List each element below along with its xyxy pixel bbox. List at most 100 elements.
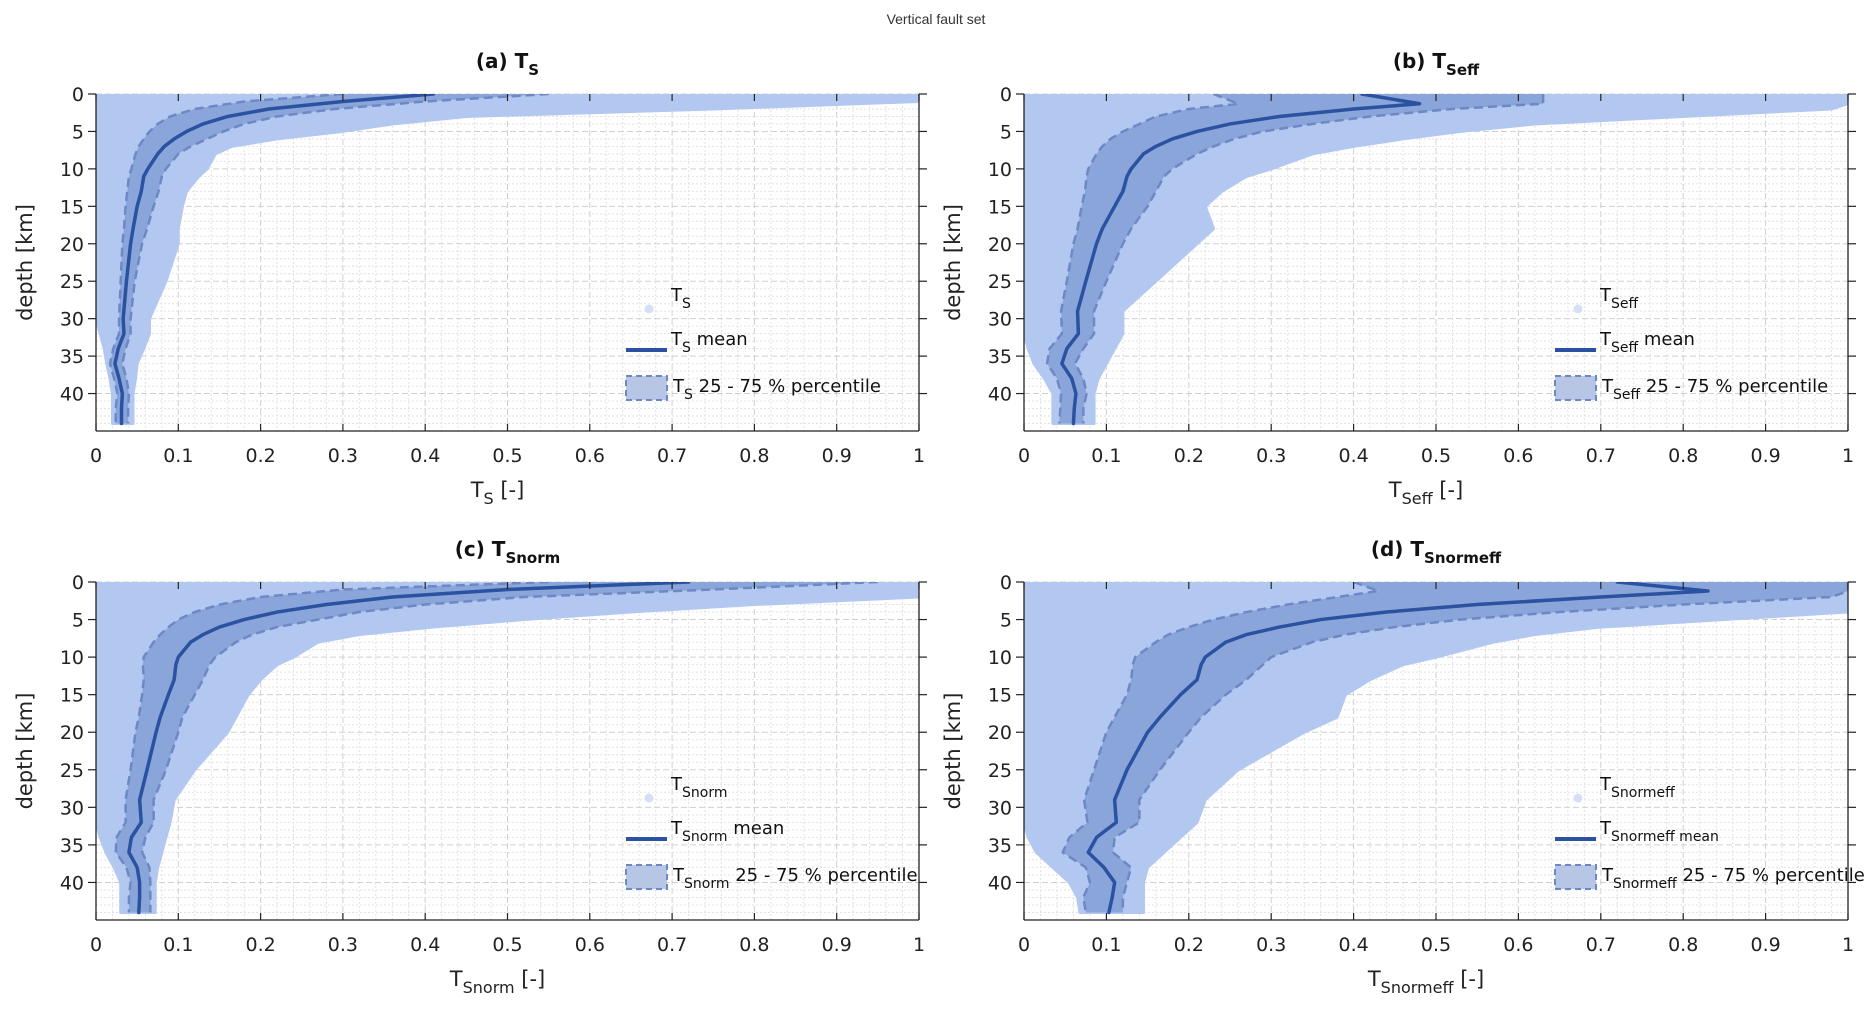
legend-entry-scatter: TSnorm [670, 774, 727, 801]
y-tick-label: 5 [72, 121, 84, 143]
legend-entry-percentile-suffix: 25 - 75 % percentile [729, 865, 917, 886]
x-tick-label: 0.7 [657, 445, 687, 467]
legend-marker-dot [644, 304, 654, 314]
legend-entry-scatter-main: T [670, 285, 683, 306]
legend-entry-mean-main: T [670, 329, 683, 350]
y-tick-label: 20 [988, 234, 1012, 256]
legend-entry-percentile-main: T [1601, 376, 1614, 397]
x-tick-label: 0.4 [410, 934, 440, 956]
y-tick-label: 25 [60, 760, 84, 782]
percentile-band [115, 582, 878, 913]
scatter-cloud [1024, 94, 1848, 426]
x-tick-label: 0 [1018, 934, 1030, 956]
legend-marker-dot [644, 793, 654, 803]
x-tick-label: 0.5 [1421, 934, 1451, 956]
legend-entry-percentile: TSnorm 25 - 75 % percentile [672, 865, 918, 892]
legend-entry-mean-suffix: mean [1638, 329, 1695, 350]
y-tick-label: 0 [72, 572, 84, 594]
plot-area [1024, 582, 1848, 915]
legend-entry-scatter-sub: Snormeff [1611, 785, 1675, 801]
x-axis-label-main: T [1367, 967, 1381, 991]
legend-band-patch [625, 864, 668, 890]
panel-c: 0 0.1 0.2 0.3 0.4 0.5 0.6 0.7 0.8 0.9 105101520253… [13, 537, 927, 997]
x-tick-label: 0.8 [1668, 934, 1698, 956]
panel-title: (c) TSnorm [455, 537, 561, 567]
legend-entry-percentile: TS 25 - 75 % percentile [672, 376, 881, 403]
legend-entry-percentile-sub: Snorm [684, 876, 729, 892]
y-tick-label: 15 [988, 685, 1012, 707]
x-tick-label: 0 [1018, 445, 1030, 467]
x-tick-label: 0.9 [822, 934, 852, 956]
legend-entry-scatter-sub: S [682, 296, 691, 312]
x-tick-label: 0.2 [1174, 934, 1204, 956]
y-axis-label: depth [km] [941, 204, 965, 321]
x-tick-label: 0.9 [822, 445, 852, 467]
legend-entry-mean-suffix: mean [691, 329, 748, 350]
y-tick-label: 35 [60, 835, 84, 857]
panel-b: 0 0.1 0.2 0.3 0.4 0.5 0.6 0.7 0.8 0.9 105101520253… [941, 49, 1856, 508]
grid [95, 93, 920, 432]
legend-marker-dot [1573, 304, 1583, 314]
x-tick-label: 0.6 [575, 934, 605, 956]
legend-entry-percentile-sub: Snormeff [1613, 876, 1677, 892]
p75-line [140, 582, 878, 913]
x-tick-label: 0.8 [739, 934, 769, 956]
x-tick-label: 0.1 [163, 934, 193, 956]
x-tick-label: 0 [90, 934, 102, 956]
y-tick-label: 30 [60, 797, 84, 819]
y-tick-label: 35 [988, 346, 1012, 368]
legend-band-patch [1554, 864, 1597, 890]
x-tick-label: 0.4 [1338, 445, 1368, 467]
legend-entry-mean: TSnormeff mean [1599, 818, 1719, 845]
x-axis-label-sub: S [484, 489, 494, 508]
legend-entry-percentile-main: T [672, 865, 685, 886]
x-axis-label: TSeff [-] [1388, 478, 1464, 508]
legend-entry-percentile: TSeff 25 - 75 % percentile [1601, 376, 1828, 403]
y-tick-label: 20 [60, 722, 84, 744]
legend-entry-scatter: TSnormeff [1599, 774, 1675, 801]
legend-entry-scatter-main: T [1599, 285, 1612, 306]
y-tick-label: 40 [60, 384, 84, 406]
y-tick-label: 10 [988, 647, 1012, 669]
x-tick-label: 0.7 [1586, 934, 1616, 956]
x-axis-label-sub: Snormeff [1381, 978, 1455, 997]
legend-entry-mean: TSnorm mean [670, 818, 784, 845]
panel-title-main: (d) T [1371, 537, 1425, 561]
x-tick-label: 0.5 [492, 934, 522, 956]
x-axis-label: TSnormeff [-] [1367, 967, 1484, 997]
x-axis-label-sub: Seff [1402, 489, 1434, 508]
x-tick-label: 0.6 [1503, 445, 1533, 467]
x-tick-label: 0.7 [1586, 445, 1616, 467]
legend-entry-scatter: TS [670, 285, 691, 312]
legend-entry-mean: TSeff mean [1599, 329, 1695, 356]
legend-entry-percentile-main: T [672, 376, 685, 397]
p75-line [121, 94, 549, 424]
legend-entry-scatter-main: T [670, 774, 683, 795]
panel-title-main: (b) T [1393, 49, 1447, 73]
x-tick-label: 1 [1842, 445, 1854, 467]
percentile-band [1062, 582, 1848, 913]
y-tick-label: 40 [988, 872, 1012, 894]
panel-a: 0 0.1 0.2 0.3 0.4 0.5 0.6 0.7 0.8 0.9 105101520253… [13, 49, 927, 508]
y-tick-label: 5 [72, 610, 84, 632]
y-tick-label: 30 [988, 309, 1012, 331]
scatter-cloud [96, 582, 919, 914]
x-tick-label: 0.3 [328, 934, 358, 956]
legend-entry-scatter-main: T [1599, 774, 1612, 795]
x-tick-label: 0.2 [245, 445, 275, 467]
x-axis-label: TSnorm [-] [449, 967, 545, 997]
x-tick-label: 1 [1842, 934, 1854, 956]
panel-title-main: (a) T [476, 49, 529, 73]
legend-entry-percentile-suffix: 25 - 75 % percentile [1677, 865, 1865, 886]
legend-entry-percentile-sub: S [684, 387, 693, 403]
y-axis-label: depth [km] [941, 693, 965, 810]
x-axis-label-suffix: [-] [515, 967, 546, 991]
x-tick-label: 0.5 [492, 445, 522, 467]
x-tick-label: 0.3 [1256, 445, 1286, 467]
p75-line [1111, 582, 1848, 913]
p75-line [1073, 94, 1545, 424]
legend-entry-percentile-main: T [1601, 865, 1614, 886]
